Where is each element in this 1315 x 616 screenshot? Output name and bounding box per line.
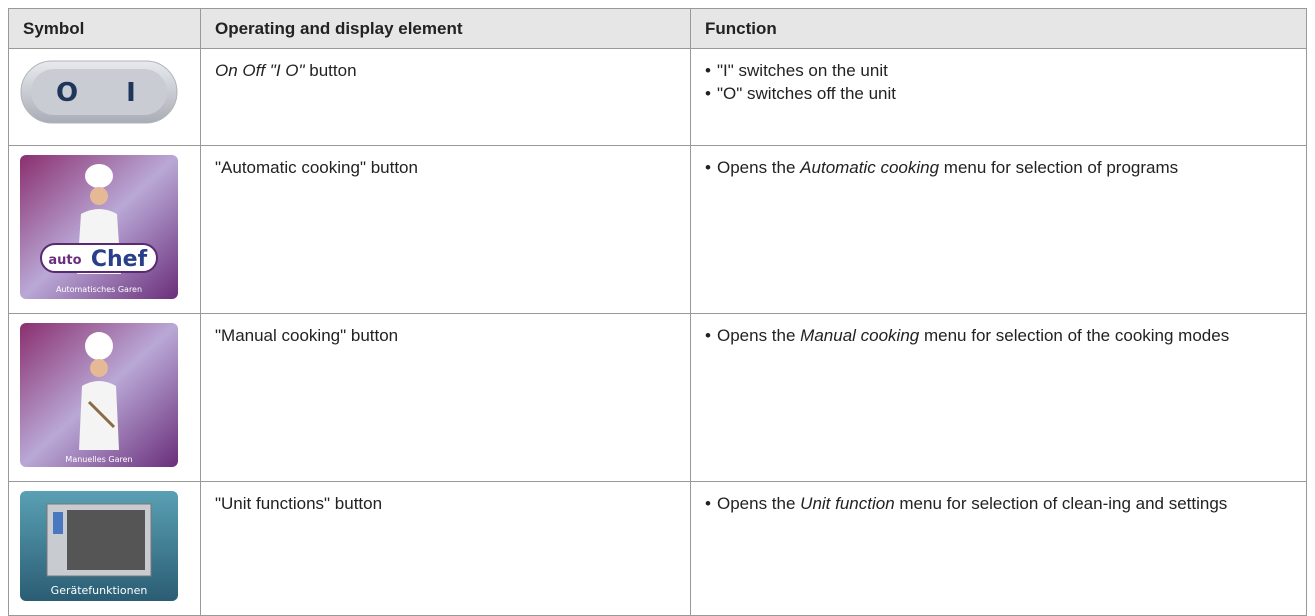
function-item: "I" switches on the unit <box>705 59 1292 82</box>
on-off-icon: O I <box>20 60 178 124</box>
function-item: Opens the Unit function menu for selecti… <box>705 492 1292 515</box>
text: menu for selection of clean-ing and sett… <box>894 494 1228 513</box>
icon-caption: Automatisches Garen <box>56 285 142 294</box>
text: menu for selection of programs <box>939 158 1179 177</box>
header-cell: Function <box>690 8 1307 49</box>
text: Opens the <box>717 158 801 177</box>
function-cell: Opens the Unit function menu for selecti… <box>690 481 1307 616</box>
element-em: On Off "I O" <box>215 61 305 80</box>
text: menu for selection of the cooking modes <box>919 326 1230 345</box>
element-cell: "Automatic cooking" button <box>200 145 691 314</box>
header-cell: Symbol <box>8 8 201 49</box>
element-cell: "Manual cooking" button <box>200 313 691 482</box>
unit-functions-icon: Gerätefunktionen <box>20 491 178 601</box>
auto-chef-icon: auto Chef Automatisches Garen <box>20 155 178 299</box>
text-em: Unit function <box>800 494 895 513</box>
function-item: "O" switches off the unit <box>705 82 1292 105</box>
page: Symbol Operating and display element Fun… <box>0 0 1315 594</box>
element-cell: "Unit functions" button <box>200 481 691 616</box>
row: Manuelles Garen "Manual cooking" button … <box>8 313 1307 482</box>
function-cell: Opens the Manual cooking menu for select… <box>690 313 1307 482</box>
manual-cooking-icon: Manuelles Garen <box>20 323 178 467</box>
symbol-cell: Gerätefunktionen <box>8 481 201 616</box>
element-text: "Automatic cooking" button <box>215 158 418 177</box>
icon-label: Chef <box>91 247 148 272</box>
function-item: Opens the Manual cooking menu for select… <box>705 324 1292 347</box>
symbol-table: Symbol Operating and display element Fun… <box>8 8 1307 616</box>
text-em: Automatic cooking <box>800 158 940 177</box>
row: auto Chef Automatisches Garen "Automatic… <box>8 145 1307 314</box>
function-cell: Opens the Automatic cooking menu for sel… <box>690 145 1307 314</box>
element-text: "Unit functions" button <box>215 494 383 513</box>
element-text: button <box>304 61 357 80</box>
function-item: Opens the Automatic cooking menu for sel… <box>705 156 1292 179</box>
icon-label: I <box>126 78 136 108</box>
element-text: "Manual cooking" button <box>215 326 399 345</box>
text: Opens the <box>717 494 801 513</box>
text-em: Manual cooking <box>800 326 920 345</box>
function-cell: "I" switches on the unit "O" switches of… <box>690 48 1307 146</box>
icon-caption: Manuelles Garen <box>65 455 132 464</box>
text: Opens the <box>717 326 801 345</box>
symbol-cell: Manuelles Garen <box>8 313 201 482</box>
element-cell: On Off "I O" button <box>200 48 691 146</box>
icon-caption: Gerätefunktionen <box>51 584 148 597</box>
header-row: Symbol Operating and display element Fun… <box>8 8 1307 49</box>
icon-label: auto <box>48 253 81 268</box>
row: Gerätefunktionen "Unit functions" button… <box>8 481 1307 616</box>
symbol-cell: O I <box>8 48 201 146</box>
symbol-cell: auto Chef Automatisches Garen <box>8 145 201 314</box>
row: O I On Off "I O" button "I" switches on … <box>8 48 1307 146</box>
icon-label: O <box>56 78 78 108</box>
header-cell: Operating and display element <box>200 8 691 49</box>
